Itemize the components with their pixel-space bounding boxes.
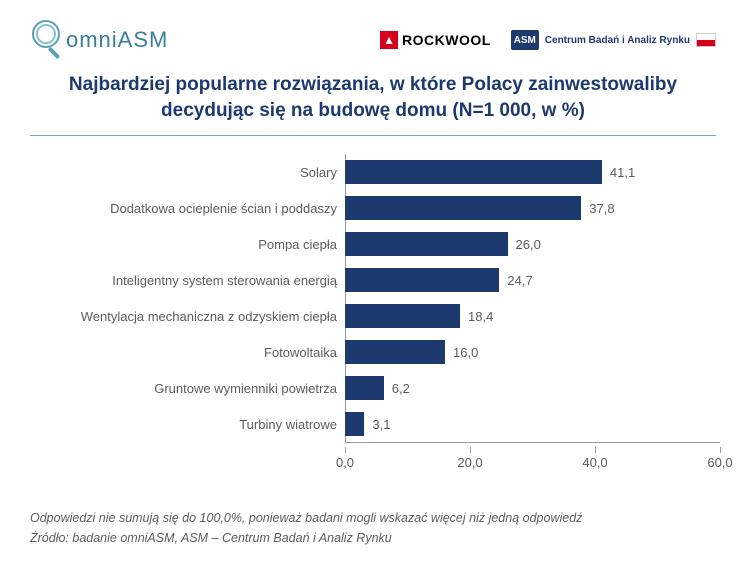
bar-cell: 24,7 xyxy=(345,262,720,298)
bar-value: 26,0 xyxy=(516,237,541,252)
tick-mark xyxy=(595,447,596,453)
partner-logos: ▲ ROCKWOOL ASM Centrum Badań i Analiz Ry… xyxy=(380,30,716,50)
bar xyxy=(345,340,445,364)
magnifier-icon xyxy=(30,20,70,60)
bar-value: 16,0 xyxy=(453,345,478,360)
bar xyxy=(345,376,384,400)
chart-row: Pompa ciepła 26,0 xyxy=(80,226,720,262)
bar xyxy=(345,304,460,328)
header-logos: omniASM ▲ ROCKWOOL ASM Centrum Badań i A… xyxy=(30,18,716,62)
footer-note-1: Odpowiedzi nie sumują się do 100,0%, pon… xyxy=(30,508,716,528)
tick-label: 20,0 xyxy=(457,455,482,470)
chart-rows: Solary 41,1 Dodatkowa ocieplenie ścian i p… xyxy=(80,154,720,442)
x-axis-scale: 0,020,040,060,0 xyxy=(345,447,720,477)
bar-value: 3,1 xyxy=(372,417,390,432)
bar-label: Fotowoltaika xyxy=(80,345,345,360)
chart-row: Dodatkowa ocieplenie ścian i poddaszy 37,… xyxy=(80,190,720,226)
bar xyxy=(345,160,602,184)
tick-label: 40,0 xyxy=(582,455,607,470)
bar-label: Inteligentny system sterowania energią xyxy=(80,273,345,288)
bar-value: 37,8 xyxy=(589,201,614,216)
bar-value: 24,7 xyxy=(507,273,532,288)
bar-label: Dodatkowa ocieplenie ścian i poddaszy xyxy=(80,201,345,216)
chart: Solary 41,1 Dodatkowa ocieplenie ścian i p… xyxy=(80,154,720,477)
tick-mark xyxy=(470,447,471,453)
asm-badge: ASM xyxy=(511,30,539,50)
x-axis: 0,020,040,060,0 xyxy=(80,447,720,477)
bar-value: 6,2 xyxy=(392,381,410,396)
bar-label: Pompa ciepła xyxy=(80,237,345,252)
chart-row: Fotowoltaika 16,0 xyxy=(80,334,720,370)
chart-title: Najbardziej popularne rozwiązania, w któ… xyxy=(30,70,716,136)
rockwool-text: ROCKWOOL xyxy=(402,32,491,48)
chart-row: Inteligentny system sterowania energią 24… xyxy=(80,262,720,298)
poland-flag-icon xyxy=(696,33,716,47)
chart-row: Turbiny wiatrowe 3,1 xyxy=(80,406,720,442)
chart-row: Wentylacja mechaniczna z odzyskiem ciepł… xyxy=(80,298,720,334)
bar-cell: 3,1 xyxy=(345,406,720,442)
chart-row: Gruntowe wymienniki powietrza 6,2 xyxy=(80,370,720,406)
bar xyxy=(345,412,364,436)
omniasm-logo: omniASM xyxy=(30,20,168,60)
bar-cell: 18,4 xyxy=(345,298,720,334)
bar-cell: 37,8 xyxy=(345,190,720,226)
bar-cell: 16,0 xyxy=(345,334,720,370)
bar-cell: 6,2 xyxy=(345,370,720,406)
rockwool-icon: ▲ xyxy=(380,31,398,49)
x-axis-line xyxy=(80,442,720,443)
bar-cell: 41,1 xyxy=(345,154,720,190)
bar xyxy=(345,232,508,256)
asm-label: Centrum Badań i Analiz Rynku xyxy=(545,35,690,46)
bar-label: Solary xyxy=(80,165,345,180)
chart-row: Solary 41,1 xyxy=(80,154,720,190)
bar-value: 18,4 xyxy=(468,309,493,324)
footer-source: Źródło: badanie omniASM, ASM – Centrum B… xyxy=(30,528,716,548)
omniasm-text: omniASM xyxy=(66,27,168,53)
tick-mark xyxy=(720,447,721,453)
bar-value: 41,1 xyxy=(610,165,635,180)
tick-mark xyxy=(345,447,346,453)
bar-label: Gruntowe wymienniki powietrza xyxy=(80,381,345,396)
bar-cell: 26,0 xyxy=(345,226,720,262)
footer-notes: Odpowiedzi nie sumują się do 100,0%, pon… xyxy=(30,508,716,548)
asm-logo: ASM Centrum Badań i Analiz Rynku xyxy=(511,30,716,50)
rockwool-logo: ▲ ROCKWOOL xyxy=(380,31,491,49)
bar-label: Turbiny wiatrowe xyxy=(80,417,345,432)
tick-label: 0,0 xyxy=(336,455,354,470)
bar-label: Wentylacja mechaniczna z odzyskiem ciepł… xyxy=(80,309,345,324)
bar xyxy=(345,268,499,292)
bar xyxy=(345,196,581,220)
tick-label: 60,0 xyxy=(707,455,732,470)
